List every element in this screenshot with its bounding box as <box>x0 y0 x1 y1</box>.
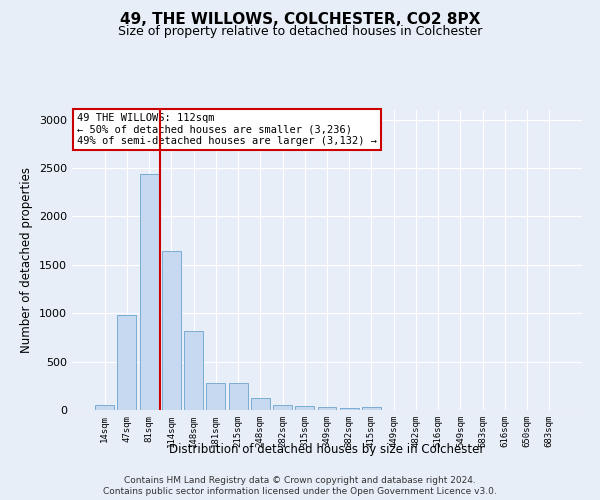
Bar <box>251 398 270 410</box>
Bar <box>229 383 248 410</box>
Text: Size of property relative to detached houses in Colchester: Size of property relative to detached ho… <box>118 25 482 38</box>
Text: 49, THE WILLOWS, COLCHESTER, CO2 8PX: 49, THE WILLOWS, COLCHESTER, CO2 8PX <box>120 12 480 28</box>
Bar <box>273 404 292 410</box>
Bar <box>340 408 359 410</box>
Bar <box>317 407 337 410</box>
Bar <box>162 252 181 410</box>
Bar <box>118 315 136 410</box>
Bar <box>184 330 203 410</box>
Text: Contains HM Land Registry data © Crown copyright and database right 2024.: Contains HM Land Registry data © Crown c… <box>124 476 476 485</box>
Text: Distribution of detached houses by size in Colchester: Distribution of detached houses by size … <box>169 442 485 456</box>
Text: 49 THE WILLOWS: 112sqm
← 50% of detached houses are smaller (3,236)
49% of semi-: 49 THE WILLOWS: 112sqm ← 50% of detached… <box>77 113 377 146</box>
Bar <box>362 407 381 410</box>
Bar <box>95 404 114 410</box>
Bar <box>295 406 314 410</box>
Text: Contains public sector information licensed under the Open Government Licence v3: Contains public sector information licen… <box>103 488 497 496</box>
Y-axis label: Number of detached properties: Number of detached properties <box>20 167 34 353</box>
Bar <box>206 383 225 410</box>
Bar <box>140 174 158 410</box>
